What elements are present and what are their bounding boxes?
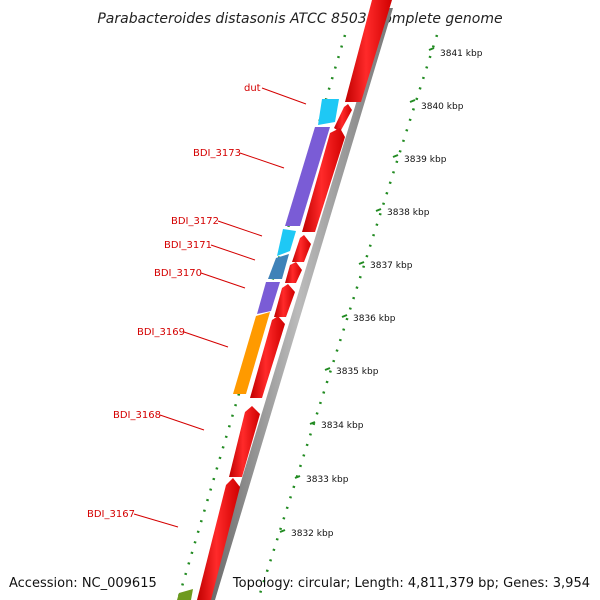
tick-label-3840: 3840 kbp	[421, 102, 464, 112]
tick-3837	[358, 261, 365, 265]
gene-bdi-3173	[285, 127, 330, 226]
accession-text: Accession: NC_009615	[9, 576, 157, 591]
scale-ticks: 3841 kbp 3840 kbp 3839 kbp 3838 kbp 3837…	[279, 47, 483, 539]
tick-label-3833: 3833 kbp	[306, 475, 349, 485]
forward-strand-genes	[197, 0, 392, 600]
tick-label-3832: 3832 kbp	[291, 529, 334, 539]
gene-red-2	[334, 104, 352, 132]
leader-bdi-3168	[159, 414, 205, 431]
tick-label-3837: 3837 kbp	[370, 261, 413, 271]
leader-bdi-3169	[183, 331, 229, 348]
leader-bdi-3173	[239, 152, 285, 169]
inner-dotted-track	[256, 34, 439, 600]
gene-red-9	[197, 478, 240, 600]
gene-olive	[177, 589, 193, 600]
gene-red-7	[250, 316, 285, 398]
label-bdi-3169: BDI_3169	[137, 327, 185, 338]
tick-3835	[324, 367, 331, 371]
tick-3841	[428, 47, 435, 51]
leader-bdi-3170	[200, 272, 246, 289]
gene-bdi-3169	[233, 312, 270, 394]
leader-bdi-3171	[210, 244, 256, 261]
label-bdi-3168: BDI_3168	[113, 410, 161, 421]
genome-backbone	[205, 8, 393, 600]
gene-bdi-3170	[257, 282, 280, 314]
tick-3838	[375, 208, 382, 212]
gene-red-3	[302, 128, 345, 232]
label-bdi-3170: BDI_3170	[154, 268, 202, 279]
tick-label-3836: 3836 kbp	[353, 314, 396, 324]
tick-label-3834: 3834 kbp	[321, 421, 364, 431]
gene-bdi-3172	[277, 229, 296, 256]
gene-bdi-3171	[268, 254, 289, 279]
tick-3832	[279, 529, 286, 533]
tick-label-3838: 3838 kbp	[387, 208, 430, 218]
label-bdi-3172: BDI_3172	[171, 216, 219, 227]
tick-label-3841: 3841 kbp	[440, 49, 483, 59]
label-bdi-3167: BDI_3167	[87, 509, 135, 520]
leader-dut	[261, 87, 307, 105]
gene-red-6	[274, 284, 295, 317]
tick-3834	[309, 421, 316, 425]
gene-red-4	[292, 235, 311, 262]
tick-label-3835: 3835 kbp	[336, 367, 379, 377]
label-bdi-3173: BDI_3173	[193, 148, 241, 159]
tick-3840	[409, 99, 416, 103]
tick-label-3839: 3839 kbp	[404, 155, 447, 165]
gene-labels: dut BDI_3173 BDI_3172 BDI_3171 BDI_3170 …	[87, 83, 307, 528]
label-dut: dut	[244, 83, 261, 94]
gene-red-1	[345, 0, 392, 102]
genome-title: Parabacteroides distasonis ATCC 8503, co…	[97, 11, 502, 27]
gene-red-5	[285, 262, 302, 283]
tick-3839	[392, 154, 399, 158]
gene-red-8	[229, 406, 260, 477]
leader-bdi-3172	[217, 220, 263, 237]
gene-dut	[318, 99, 339, 125]
tick-3836	[341, 314, 348, 318]
tick-3833	[294, 475, 301, 479]
reverse-strand-genes	[177, 99, 339, 600]
label-bdi-3171: BDI_3171	[164, 240, 212, 251]
leader-bdi-3167	[133, 513, 179, 528]
topology-text: Topology: circular; Length: 4,811,379 bp…	[232, 576, 590, 591]
